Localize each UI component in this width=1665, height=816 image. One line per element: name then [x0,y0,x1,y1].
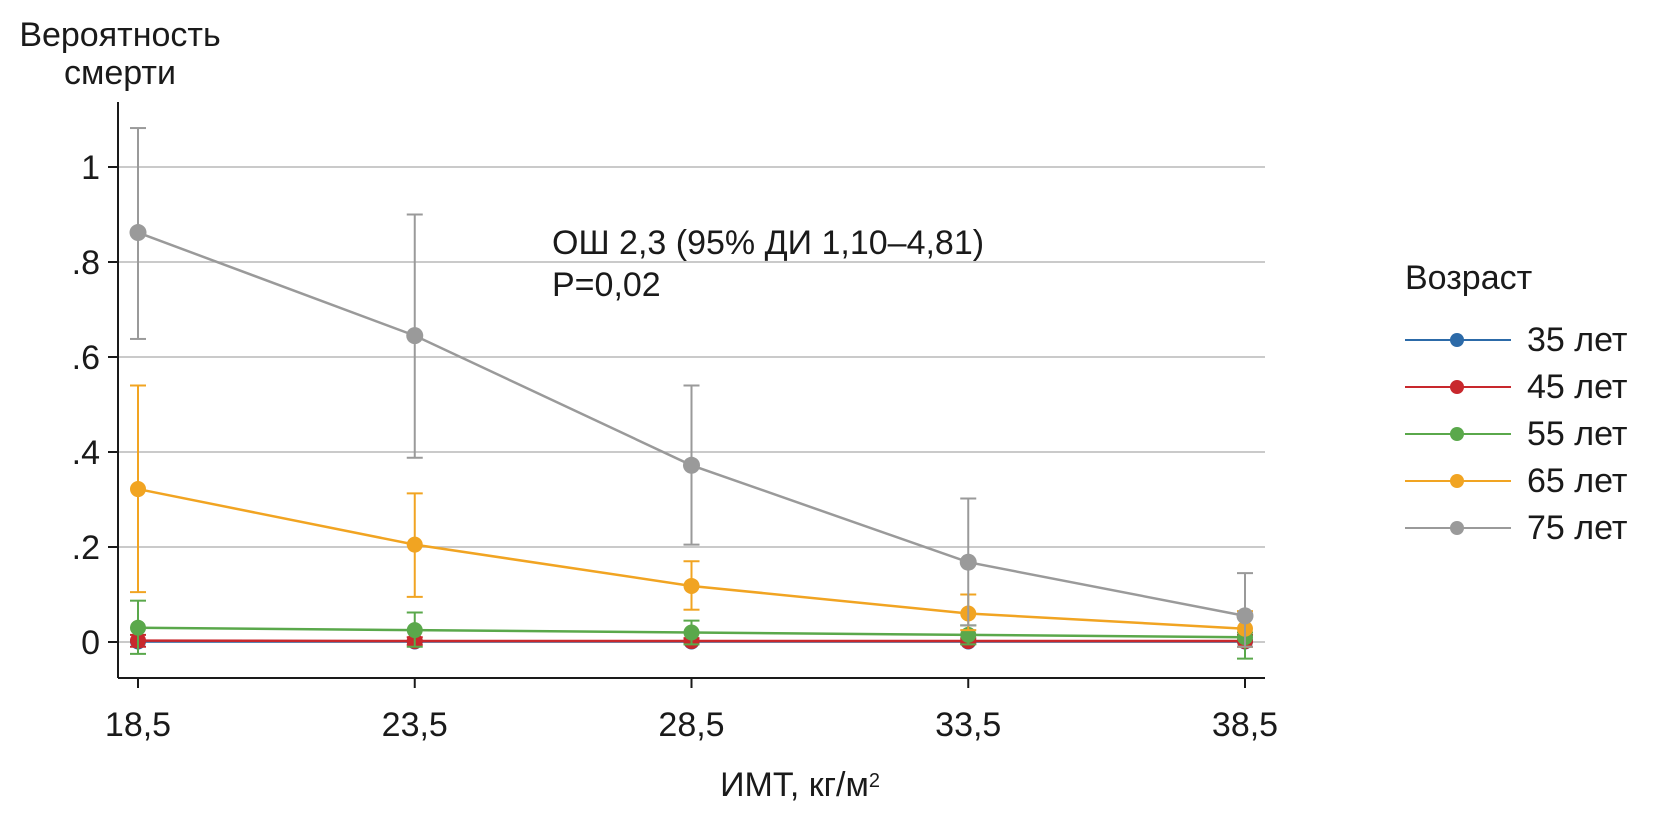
x-tick-label: 38,5 [1212,706,1278,744]
y-tick-label: 0 [81,624,100,662]
data-point [683,456,700,474]
legend-label: 65 лет [1527,461,1628,500]
odds-ratio-annotation: ОШ 2,3 (95% ДИ 1,10–4,81) P=0,02 [552,222,984,306]
x-tick-label: 18,5 [105,706,171,744]
legend-label: 55 лет [1527,414,1628,453]
annotation-line-2: P=0,02 [552,266,661,304]
data-point [406,327,424,345]
legend-title: Возраст [1405,259,1533,297]
x-axis-label: ИМТ, кг/м2 [0,766,1600,804]
legend-item: 45 лет [1405,363,1627,410]
x-tick-label: 28,5 [658,706,724,744]
x-tick-label: 23,5 [382,706,448,744]
data-point [1236,607,1254,625]
legend-item: 65 лет [1405,457,1627,504]
x-tick-label: 33,5 [935,706,1001,744]
data-point [130,481,146,498]
chart-plot: 0 .2 .4 .6 .8 1 18,5 23,5 28,5 33,5 38,5 [72,102,1278,744]
x-axis-label-text: ИМТ, кг/м [720,766,869,804]
data-point [683,577,700,594]
legend-swatch [1405,424,1511,444]
data-point [406,622,423,639]
y-tick-label: 1 [81,149,100,187]
y-tick-label: .2 [72,529,100,567]
data-point [130,619,146,636]
y-axis-label: Вероятность смерти [0,16,240,92]
legend-swatch [1405,471,1511,491]
x-axis-label-superscript: 2 [868,770,880,792]
y-axis-label-line-2: смерти [63,54,176,92]
y-tick-label: .8 [72,244,100,282]
legend-label: 45 лет [1527,367,1628,406]
legend-swatch [1405,330,1511,350]
legend-item: 35 лет [1405,316,1627,363]
legend-label: 35 лет [1527,320,1628,359]
legend-item: 75 лет [1405,504,1627,551]
annotation-line-1: ОШ 2,3 (95% ДИ 1,10–4,81) [552,224,985,262]
data-point [129,224,147,242]
legend-label: 75 лет [1527,508,1628,547]
legend-swatch [1405,518,1511,538]
y-axis-label-line-1: Вероятность [19,16,221,54]
legend: Возраст 35 лет 45 лет 55 лет 65 лет 75 л… [1405,258,1627,551]
data-point [959,553,977,571]
data-point [406,536,423,553]
y-tick-label: .4 [72,434,100,472]
data-point [683,624,700,641]
legend-item: 55 лет [1405,410,1627,457]
y-tick-label: .6 [72,339,100,377]
legend-swatch [1405,377,1511,397]
